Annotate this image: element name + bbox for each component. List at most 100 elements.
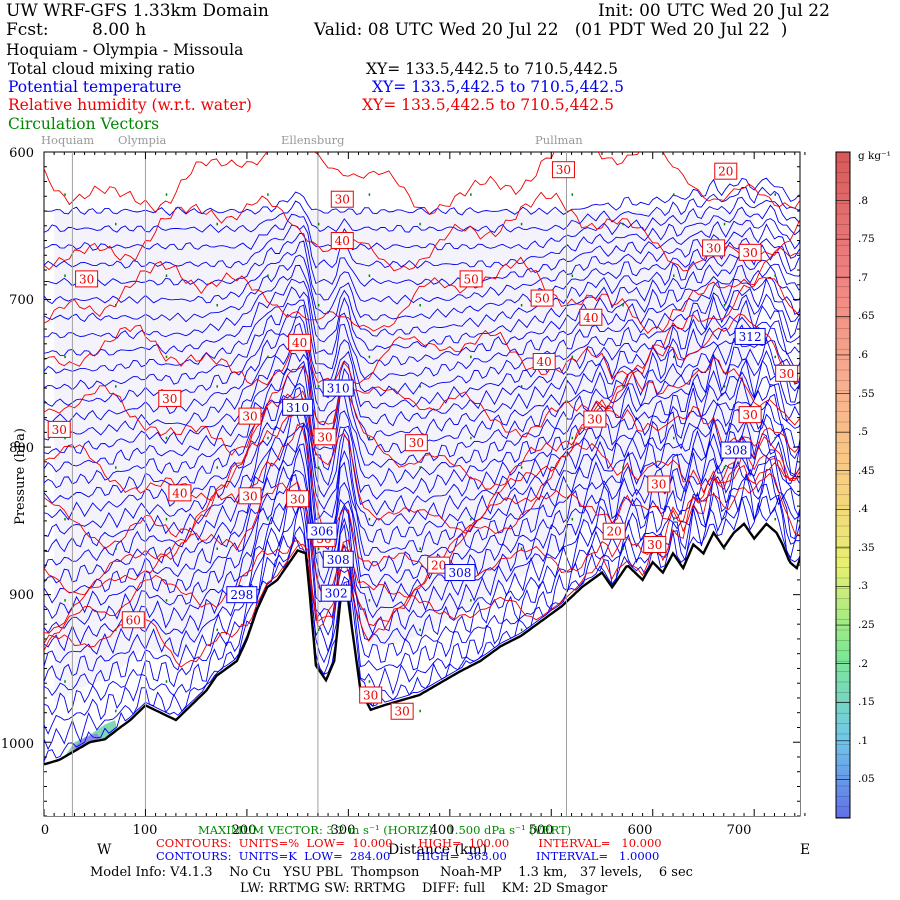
circulation-vector [774,193,776,196]
colorbar-tick-label: .8 [858,194,869,207]
rh-contour-label: 30 [330,190,354,208]
theta-contour [44,455,800,697]
rh-contour-label: 20 [602,522,626,540]
circulation-vector [216,303,218,307]
circulation-vector [317,547,320,550]
init-time: Init: 00 UTC Wed 20 Jul 22 [598,1,830,21]
circulation-vector [165,599,168,602]
svg-text:50: 50 [463,272,478,286]
circulation-vector [673,274,675,277]
forecast-label: Fcst: [6,20,49,40]
circulation-vector [571,193,574,196]
svg-text:60: 60 [126,613,141,627]
svg-text:40: 40 [537,355,552,369]
rh-contour-label: 30 [359,686,383,704]
theta-contour [44,495,800,751]
theta-contour-label: 310 [322,379,354,397]
rh-contour-label: 40 [168,484,192,502]
rh-contour [44,423,800,596]
circulation-vector [622,547,624,550]
y-tick-label: 900 [9,588,34,603]
circulation-vector [470,517,472,521]
circulation-vector [64,436,66,440]
rh-contour-label: 60 [121,611,145,629]
max-vector: MAXIMUM VECTOR: 3.2 m s⁻¹ (HORIZ) 1.500 … [198,823,572,837]
circulation-vector [216,222,218,226]
theta-contour [44,434,800,667]
field-cloud-title: Total cloud mixing ratio [8,60,195,78]
circulation-vector [419,466,421,469]
circulation-vector [165,274,168,277]
theta-contour [44,473,800,735]
rh-contour-label: 40 [579,308,603,326]
svg-text:308: 308 [449,566,472,580]
circulation-vector [317,222,320,226]
circulation-vector [723,222,726,226]
circulation-vector [520,547,523,550]
field-theta-xy: XY= 133.5,442.5 to 710.5,442.5 [372,78,624,96]
circulation-vector [419,303,421,307]
colorbar-tick-label: .5 [858,426,869,439]
circulation-vector [317,385,320,388]
circulation-vector [470,355,472,359]
circulation-vector [317,466,320,469]
svg-text:30: 30 [556,163,571,177]
theta-contour [44,337,800,504]
theta-contour-label: 308 [720,441,752,459]
theta-contour-label: 308 [444,564,476,582]
svg-text:30: 30 [79,272,94,286]
svg-text:20: 20 [431,559,446,573]
route-title: Hoquiam - Olympia - Missoula [6,41,244,59]
circulation-vector [368,355,371,359]
circulation-vector [368,436,371,440]
colorbar-tick-label: .45 [858,464,875,477]
theta-contour-label: 312 [734,327,766,345]
location-olympia: Olympia [118,133,167,147]
theta-contour [44,337,800,489]
forecast-value: 8.00 h [92,20,147,40]
circulation-vector [673,436,675,440]
theta-contour [44,497,800,762]
y-tick-label: 700 [9,293,34,308]
theta-contour [44,204,800,269]
x-tick-label: 200 [231,823,257,838]
theta-contour-label: 308 [322,550,354,568]
circulation-vector [520,303,523,307]
x-tick-label: 600 [627,823,653,838]
circulation-vector [216,385,218,388]
model-info-2: LW: RRTMG SW: RRTMG DIFF: full KM: 2D Sm… [240,881,608,896]
svg-text:20: 20 [718,165,733,179]
colorbar-tick-label: .2 [858,657,869,670]
rh-contour-label: 30 [313,428,337,446]
svg-text:308: 308 [327,553,350,567]
colorbar-tick-label: .3 [858,580,869,593]
theta-contour [44,349,800,521]
circulation-vector [267,436,269,440]
rh-contour-label: 30 [47,420,71,438]
theta-contour [44,375,800,570]
rh-contour [44,246,800,334]
circulation-vector [419,628,421,632]
rh-contour [44,356,800,502]
rh-contour [44,473,800,668]
field-cloud-xy: XY= 133.5,442.5 to 710.5,442.5 [366,60,618,78]
circulation-vector [216,628,218,632]
colorbar-tick-label: .75 [858,233,875,246]
field-rh-title: Relative humidity (w.r.t. water) [8,96,252,114]
svg-text:30: 30 [651,478,666,492]
circulation-vector [520,222,523,226]
rh-contour-label: 30 [738,406,762,424]
contours-theta: CONTOURS: UNITS=K LOW= 284.00 HIGH= 363.… [156,849,660,863]
circulation-vector [267,517,269,521]
theta-contour [44,218,800,287]
field-vectors-title: Circulation Vectors [8,115,160,133]
theta-contour [44,276,800,391]
rh-contour-label: 30 [551,161,575,179]
theta-contour [44,237,800,323]
rh-contour-label: 30 [404,434,428,452]
circulation-vector [267,274,269,277]
circulation-vector [673,355,675,359]
circulation-vector [115,303,117,307]
location-ellensburg: Ellensburg [281,133,345,147]
svg-text:30: 30 [242,489,257,503]
